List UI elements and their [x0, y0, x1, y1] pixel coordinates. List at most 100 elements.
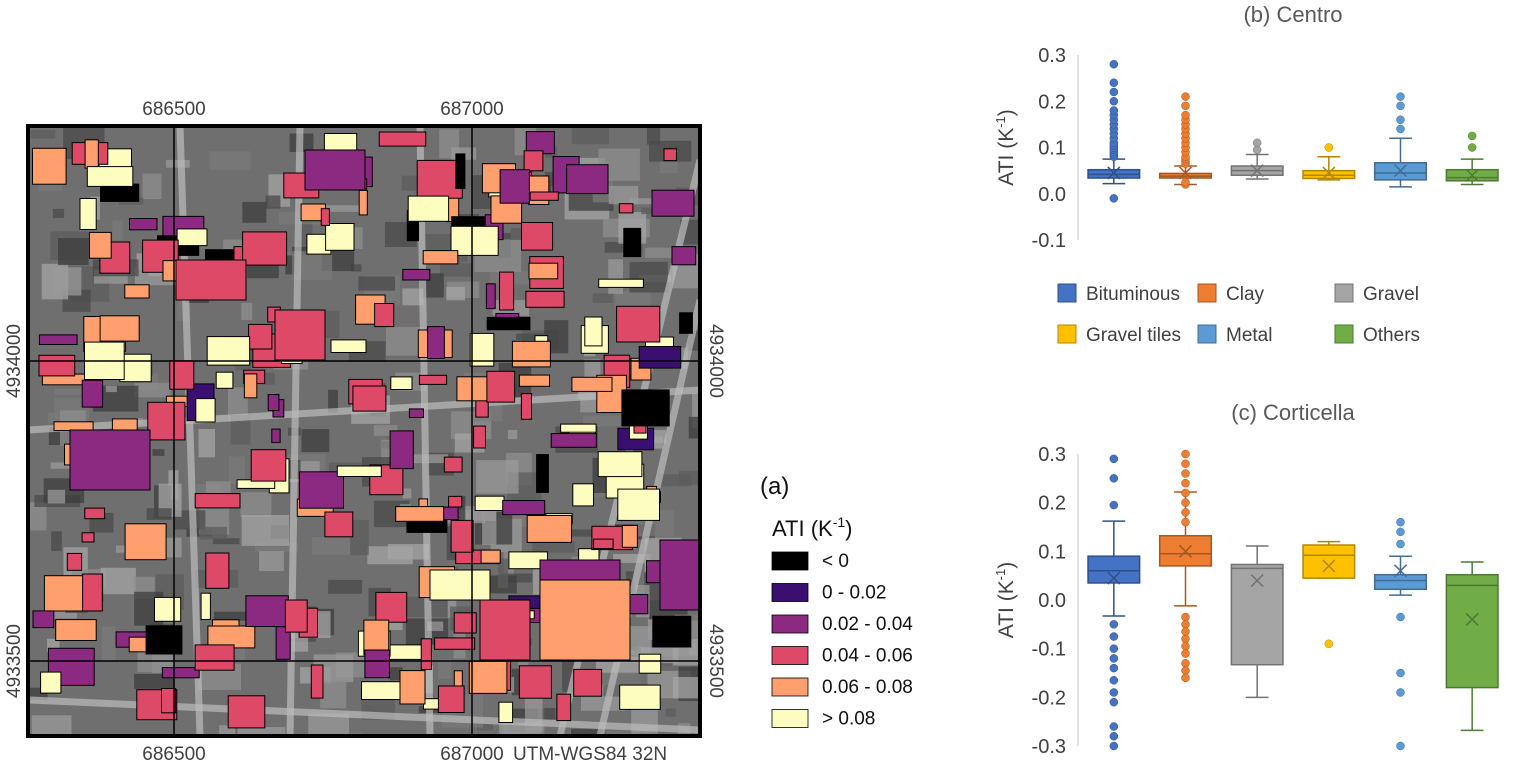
y-tick-label: 0.0: [1038, 590, 1066, 612]
map-building: [659, 539, 700, 611]
map-road: [286, 126, 304, 736]
map-legend-label: 0 - 0.02: [822, 583, 886, 604]
map-texture-patch: [228, 387, 248, 422]
outlier-point: [1109, 654, 1119, 663]
outlier-point: [1181, 177, 1190, 187]
mean-marker: [1322, 559, 1336, 573]
map-building: [455, 153, 466, 189]
legend-swatch: [1057, 324, 1077, 344]
map-building: [374, 303, 395, 328]
map-texture-patch: [237, 727, 286, 736]
box-metal: [1373, 92, 1428, 188]
map-building: [55, 619, 97, 641]
map-texture-patch: [51, 531, 62, 552]
legend-swatch: [1197, 324, 1217, 344]
map-texture-patch: [532, 541, 575, 553]
map-left-tick: 4933500: [4, 624, 25, 698]
y-tick-label: 0.2: [1038, 91, 1066, 113]
map-building: [352, 385, 387, 412]
map-texture-patch: [582, 415, 625, 427]
map-texture-patch: [592, 293, 613, 303]
map-texture-patch: [259, 551, 284, 571]
map-left-tick: 4934000: [4, 324, 25, 398]
map-texture-patch: [230, 415, 251, 445]
map-building: [82, 573, 103, 612]
map-texture-patch: [629, 261, 668, 293]
map-building: [84, 139, 99, 169]
map-building: [69, 429, 151, 491]
outlier-point: [1109, 697, 1119, 707]
outlier-point: [1109, 644, 1119, 653]
outlier-point: [1109, 454, 1119, 464]
outlier-point: [1181, 612, 1190, 622]
map-building: [597, 451, 643, 478]
map-building: [399, 670, 426, 705]
map-texture-patch: [31, 715, 72, 736]
map-texture-patch: [134, 382, 171, 398]
map-building: [147, 401, 186, 441]
outlier-point: [1181, 620, 1190, 629]
map-texture-patch: [379, 441, 400, 449]
map-right-tick: 4934000: [705, 324, 726, 398]
legend-swatch: [1334, 324, 1354, 344]
map-building: [408, 408, 424, 418]
map-building: [119, 353, 152, 383]
outlier-point: [1396, 539, 1405, 549]
mean-marker: [1465, 168, 1479, 182]
map-building: [616, 305, 661, 343]
map-legend-label: < 0: [822, 551, 849, 572]
map-building: [402, 268, 431, 281]
outlier-point: [1324, 639, 1334, 649]
y-tick-label: 0.2: [1038, 493, 1066, 515]
map-building: [267, 394, 280, 411]
outlier-point: [1181, 517, 1190, 527]
chart-centro: (b) Centro ATI (K-1) 0.3 0.2 0.1 0.0 -0.1 Bi…: [993, 2, 1499, 346]
map-building: [205, 552, 230, 589]
outlier-point: [1467, 131, 1477, 141]
map-texture-patch: [446, 286, 465, 301]
map-frame: [26, 124, 702, 738]
map-building: [560, 423, 597, 433]
y-tick-label: 0.1: [1038, 138, 1066, 160]
map-building: [81, 532, 95, 543]
panel-label-a: (a): [760, 473, 789, 500]
map-building: [437, 685, 465, 713]
map-texture-patch: [608, 185, 639, 205]
map-bottom-tick: 686500: [142, 744, 205, 765]
map-texture-patch: [615, 291, 651, 311]
map-building: [81, 379, 104, 408]
map-texture-patch: [30, 129, 56, 139]
map-texture-patch: [265, 195, 281, 209]
map-texture-patch: [308, 713, 350, 736]
map-building: [468, 660, 508, 694]
map-building: [129, 218, 158, 231]
outlier-point: [1109, 676, 1119, 685]
outlier-point: [1109, 663, 1119, 673]
map-texture-patch: [105, 385, 117, 393]
map-building: [550, 433, 597, 448]
map-building: [526, 515, 573, 543]
map-building: [572, 483, 594, 507]
map-texture-patch: [328, 579, 363, 594]
outlier-point: [1396, 741, 1405, 751]
map-building: [194, 644, 235, 671]
map-building: [407, 195, 450, 222]
map-texture-patch: [328, 389, 338, 413]
map-building: [375, 591, 408, 623]
map-building: [652, 615, 692, 648]
box-plots: [1087, 60, 1499, 203]
outlier-point: [1181, 659, 1190, 668]
outlier-point: [1181, 508, 1190, 517]
outlier-point: [1109, 500, 1119, 510]
map-building: [418, 374, 448, 385]
mean-marker: [1465, 612, 1479, 626]
map-texture-patch: [351, 264, 362, 272]
map-building: [518, 665, 552, 699]
chart-corticella: (c) Corticella ATI (K-1) 0.3 0.2 0.1 0.0 -0.…: [993, 400, 1499, 758]
outlier-point: [1181, 110, 1190, 120]
map-building: [245, 595, 289, 627]
map-building: [480, 549, 501, 564]
outlier-point: [1396, 612, 1405, 622]
